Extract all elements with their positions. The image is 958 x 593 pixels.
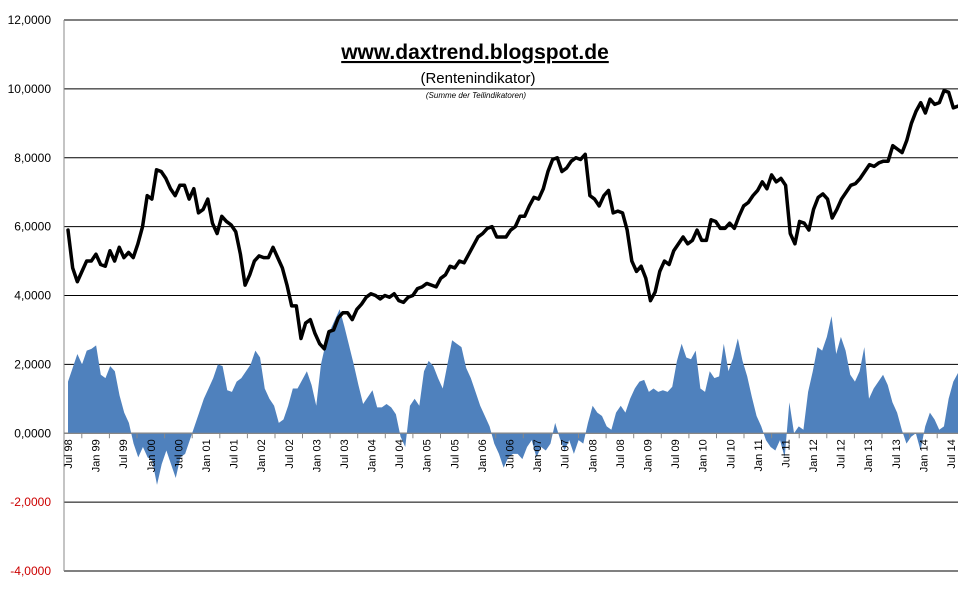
x-tick-label: Jul 07 (560, 439, 572, 468)
x-tick-label: Jul 98 (63, 439, 75, 468)
x-tick-label: Jan 03 (311, 439, 323, 472)
x-tick-label: Jan 04 (367, 439, 379, 472)
chart-title: www.daxtrend.blogspot.de (340, 41, 609, 64)
x-tick-label: Jan 09 (643, 439, 655, 472)
chart-note: (Summe der Teilindikatoren) (426, 91, 527, 100)
x-tick-label: Jul 06 (505, 439, 517, 468)
x-tick-label: Jul 11 (780, 439, 792, 468)
x-tick-label: Jan 10 (698, 439, 710, 472)
x-tick-label: Jul 05 (449, 439, 461, 468)
teilindikatoren-area (68, 309, 958, 485)
x-tick-label: Jan 07 (532, 439, 544, 472)
x-tick-label: Jul 01 (229, 439, 241, 468)
y-tick-label: 0,0000 (14, 426, 51, 440)
gridlines (64, 19, 958, 572)
x-tick-label: Jul 10 (725, 439, 737, 468)
x-tick-label: Jul 00 (173, 439, 185, 468)
y-tick-label: 8,0000 (14, 151, 51, 165)
x-tick-label: Jan 99 (91, 439, 103, 472)
y-tick-label: 4,0000 (14, 289, 51, 303)
y-tick-label: 12,0000 (8, 13, 52, 27)
x-tick-label: Jul 03 (339, 439, 351, 468)
x-tick-label: Jan 06 (477, 439, 489, 472)
x-tick-label: Jan 08 (587, 439, 599, 472)
y-tick-label: -4,0000 (10, 564, 51, 578)
x-tick-label: Jan 12 (808, 439, 820, 472)
x-tick-label: Jan 01 (201, 439, 213, 472)
x-tick-label: Jan 13 (863, 439, 875, 472)
x-tick-label: Jul 08 (615, 439, 627, 468)
y-tick-labels: 12,0000 10,0000 8,0000 6,0000 4,0000 2,0000 0,… (8, 13, 52, 578)
rentenindikator-line (66, 88, 958, 351)
x-tick-label: Jul 99 (118, 439, 130, 468)
y-tick-label: 10,0000 (8, 82, 52, 96)
x-tick-label: Jul 04 (394, 439, 406, 468)
x-tick-label: Jan 00 (146, 439, 158, 472)
y-tick-label: 6,0000 (14, 220, 51, 234)
x-tick-label: Jul 12 (836, 439, 848, 468)
x-tick-label: Jul 09 (670, 439, 682, 468)
x-tick-label: Jul 13 (891, 439, 903, 468)
x-tick-label: Jul 14 (946, 439, 958, 468)
x-tick-label: Jul 02 (284, 439, 296, 468)
x-tick-label: Jan 11 (753, 439, 765, 471)
x-tick-label: Jan 05 (422, 439, 434, 472)
y-tick-label: 2,0000 (14, 357, 51, 371)
x-tick-marks (81, 433, 938, 439)
chart-subtitle: (Rentenindikator) (420, 70, 535, 87)
x-tick-label: Jan 02 (256, 439, 268, 472)
x-tick-label: Jan 14 (918, 439, 930, 472)
x-tick-labels: Jul 98 Jan 99 Jul 99 Jan 00 Jul 00 Jan 01 Jul … (63, 439, 958, 472)
y-tick-label: -2,0000 (10, 495, 51, 509)
